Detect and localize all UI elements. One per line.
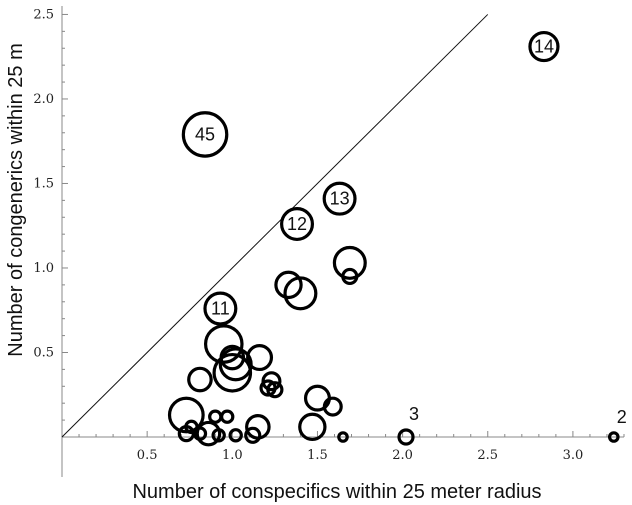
data-point	[212, 352, 253, 393]
data-point	[181, 111, 229, 158]
data-point	[322, 396, 343, 417]
data-point	[187, 366, 213, 393]
x-tick-label: 1.0	[222, 448, 243, 463]
x-tick-label: 2.0	[392, 448, 413, 463]
data-point	[211, 428, 226, 443]
data-point	[607, 431, 620, 443]
y-axis-label: Number of congenerics within 25 m	[5, 43, 27, 356]
x-tick-label: 1.5	[307, 448, 328, 463]
data-label: 45	[195, 124, 215, 144]
data-label: 11	[211, 299, 230, 319]
data-point	[528, 30, 560, 63]
data-points: 14 45 13 12 11 3 2	[167, 30, 627, 447]
data-point	[245, 414, 271, 440]
data-point	[341, 267, 359, 286]
data-point	[322, 181, 357, 216]
data-point	[266, 381, 284, 399]
y-tick-label: 1.0	[33, 261, 54, 276]
data-point	[246, 344, 274, 372]
data-point	[195, 420, 222, 447]
x-axis-label: Number of conspecifics within 25 meter r…	[132, 481, 541, 503]
data-label: 14	[534, 37, 554, 57]
data-label: 3	[409, 404, 419, 424]
y-tick-label: 2.0	[33, 92, 54, 107]
data-point	[397, 428, 415, 446]
x-tick-label: 2.5	[477, 448, 498, 463]
data-point	[203, 291, 238, 326]
y-tick-label: 0.5	[33, 345, 54, 360]
data-point	[259, 379, 277, 397]
data-label: 13	[330, 189, 350, 209]
x-tick-label: 3.0	[563, 448, 584, 463]
axes: 0.5 1.0 1.5 2.0 2.5 3.0 0.5 1.0 1.5 2.0 2.5	[33, 6, 625, 477]
data-point	[298, 412, 327, 442]
data-point	[244, 426, 262, 444]
data-point	[208, 409, 223, 424]
data-point	[337, 431, 349, 443]
data-label: 2	[617, 407, 627, 427]
data-point	[274, 270, 303, 300]
y-tick-label: 1.5	[33, 176, 54, 191]
data-point	[280, 207, 315, 242]
data-point	[219, 409, 235, 424]
x-tick-label: 0.5	[137, 448, 158, 463]
data-label: 12	[287, 214, 307, 234]
data-point	[228, 428, 243, 443]
data-point	[283, 276, 318, 311]
data-point	[332, 245, 367, 280]
reference-line-group	[61, 14, 489, 438]
diagonal-reference-line	[61, 14, 489, 438]
y-tick-label: 2.5	[33, 7, 54, 22]
